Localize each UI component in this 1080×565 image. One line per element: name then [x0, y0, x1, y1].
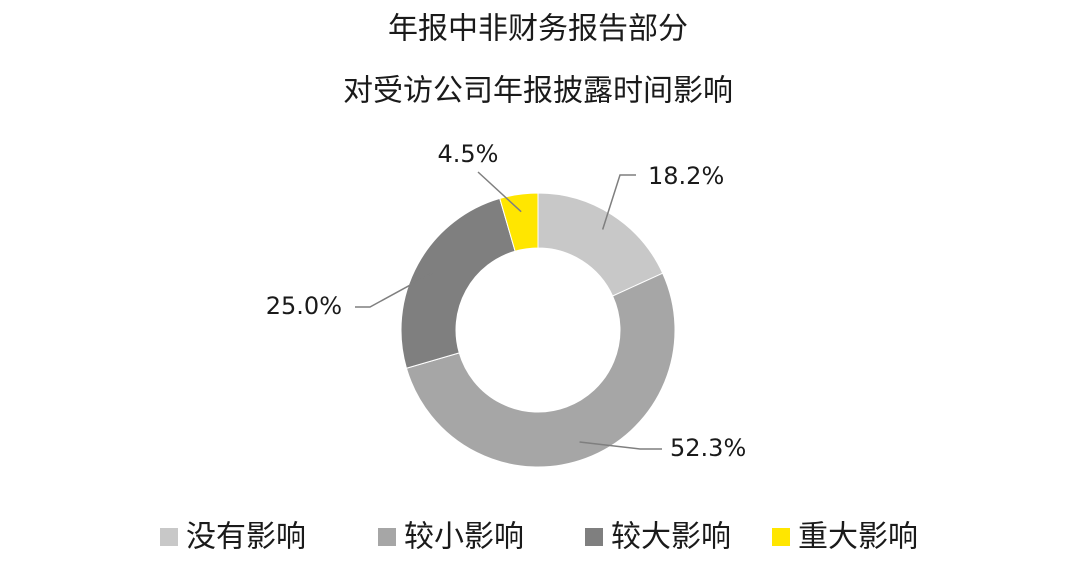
leader-line: [601, 174, 636, 230]
legend-label: 较大影响: [611, 520, 731, 555]
leader-line: [477, 171, 522, 213]
chart-title: 对受访公司年报披露时间影响: [343, 74, 733, 109]
data-label: 18.2%: [648, 162, 724, 190]
legend-label: 较小影响: [404, 520, 524, 555]
donut-slice: [537, 192, 664, 297]
donut-slice: [405, 272, 676, 468]
donut-slice: [400, 197, 516, 369]
data-label: 25.0%: [266, 292, 342, 320]
legend-swatch: [378, 528, 396, 546]
legend-swatch: [160, 528, 178, 546]
data-label: 4.5%: [438, 140, 499, 168]
donut-slice: [499, 192, 539, 252]
leader-line: [579, 441, 662, 450]
legend-swatch: [772, 528, 790, 546]
legend-label: 重大影响: [798, 520, 918, 555]
chart-title: 年报中非财务报告部分: [388, 12, 688, 47]
legend-label: 没有影响: [186, 520, 306, 555]
leader-line: [355, 271, 434, 308]
data-label: 52.3%: [670, 434, 746, 462]
legend-swatch: [585, 528, 603, 546]
